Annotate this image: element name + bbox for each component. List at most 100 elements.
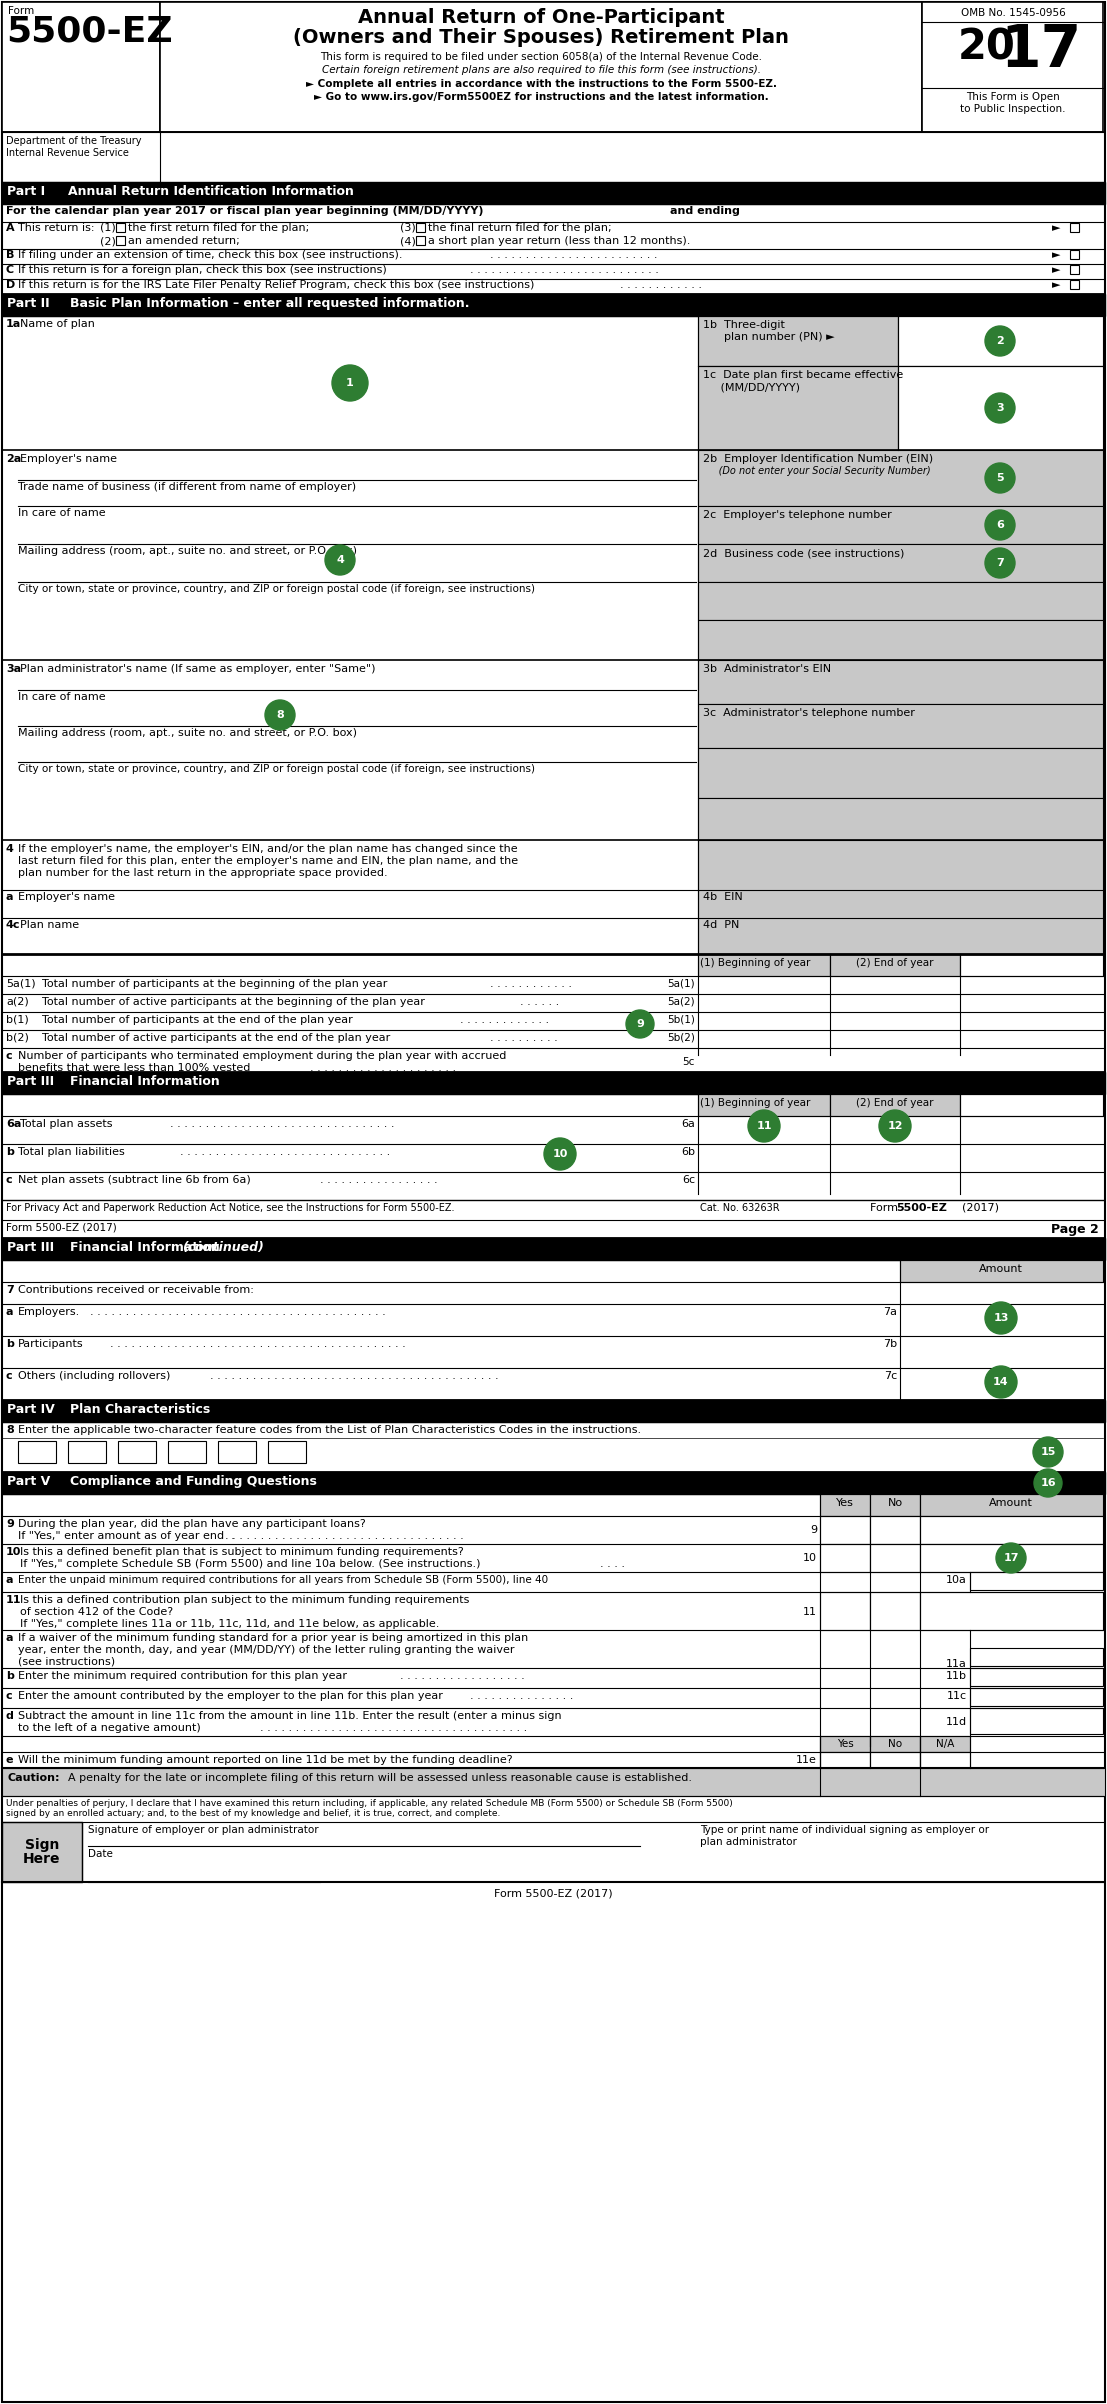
Text: Total plan liabilities: Total plan liabilities xyxy=(18,1147,125,1156)
Text: . . . . . . . . . . . . . . . . . . . . . . . . . . . . . . . . . . . . . .: . . . . . . . . . . . . . . . . . . . . … xyxy=(260,1724,527,1733)
Text: Page 2: Page 2 xyxy=(1052,1224,1099,1236)
Text: b: b xyxy=(6,1147,14,1156)
Text: If the employer's name, the employer's EIN, and/or the plan name has changed sin: If the employer's name, the employer's E… xyxy=(18,844,518,853)
Bar xyxy=(116,236,125,245)
Circle shape xyxy=(265,700,294,731)
Text: last return filed for this plan, enter the employer's name and EIN, the plan nam: last return filed for this plan, enter t… xyxy=(18,856,518,865)
Text: 10a: 10a xyxy=(946,1575,968,1584)
Bar xyxy=(920,1517,1103,1543)
Circle shape xyxy=(879,1111,911,1142)
Text: 11e: 11e xyxy=(796,1755,817,1765)
Text: c: c xyxy=(6,1051,12,1060)
Text: Part IV: Part IV xyxy=(7,1404,54,1416)
Text: . . . .: . . . . xyxy=(600,1560,625,1570)
Bar xyxy=(699,450,1103,505)
Text: Total number of active participants at the beginning of the plan year: Total number of active participants at t… xyxy=(42,998,425,1007)
Bar xyxy=(970,1572,1103,1589)
Bar xyxy=(699,798,1103,839)
Text: Yes: Yes xyxy=(836,1498,853,1507)
Text: Plan name: Plan name xyxy=(20,921,79,930)
Text: 5a(1): 5a(1) xyxy=(6,978,35,988)
Text: . . . . . . . . . . . . . . . . . .: . . . . . . . . . . . . . . . . . . xyxy=(400,1671,525,1680)
Text: 1: 1 xyxy=(346,377,354,387)
Text: N/A: N/A xyxy=(935,1738,954,1750)
Bar xyxy=(2,1072,1105,1094)
Text: ►: ► xyxy=(1052,279,1061,291)
Bar xyxy=(699,582,1103,620)
Bar xyxy=(870,1753,920,1767)
Text: the final return filed for the plan;: the final return filed for the plan; xyxy=(428,224,612,233)
Text: the first return filed for the plan;: the first return filed for the plan; xyxy=(128,224,309,233)
Text: Employer's name: Employer's name xyxy=(18,892,115,902)
Text: 1a: 1a xyxy=(6,320,21,329)
Text: 14: 14 xyxy=(993,1377,1008,1387)
Text: Enter the applicable two-character feature codes from the List of Plan Character: Enter the applicable two-character featu… xyxy=(18,1426,641,1435)
Bar xyxy=(699,661,1103,704)
Circle shape xyxy=(985,510,1015,541)
Text: City or town, state or province, country, and ZIP or foreign postal code (if for: City or town, state or province, country… xyxy=(18,764,535,774)
Text: Yes: Yes xyxy=(837,1738,853,1750)
Text: ►: ► xyxy=(1052,250,1061,260)
Text: . . . . . . . . . . . . .: . . . . . . . . . . . . . xyxy=(461,1014,549,1024)
Text: (1) Beginning of year: (1) Beginning of year xyxy=(700,1099,810,1108)
Bar xyxy=(699,315,898,365)
Text: Part III: Part III xyxy=(7,1240,54,1255)
Bar xyxy=(699,620,1103,661)
Text: 11a: 11a xyxy=(946,1659,968,1668)
Circle shape xyxy=(625,1010,654,1039)
Bar xyxy=(830,954,960,976)
Text: 16: 16 xyxy=(1041,1478,1056,1488)
Text: A penalty for the late or incomplete filing of this return will be assessed unle: A penalty for the late or incomplete fil… xyxy=(68,1774,692,1784)
Bar xyxy=(820,1493,870,1517)
Text: In care of name: In care of name xyxy=(18,692,105,702)
Bar xyxy=(920,1493,1103,1517)
Text: City or town, state or province, country, and ZIP or foreign postal code (if for: City or town, state or province, country… xyxy=(18,584,535,594)
Bar xyxy=(699,543,1103,582)
Text: 9: 9 xyxy=(6,1519,14,1529)
Text: signed by an enrolled actuary; and, to the best of my knowledge and belief, it i: signed by an enrolled actuary; and, to t… xyxy=(6,1808,500,1817)
Bar xyxy=(920,1736,970,1753)
Circle shape xyxy=(985,327,1015,356)
Bar xyxy=(2,183,1105,204)
Circle shape xyxy=(748,1111,780,1142)
Text: Caution:: Caution: xyxy=(8,1774,61,1784)
Bar xyxy=(820,1517,870,1543)
Text: 10: 10 xyxy=(803,1553,817,1563)
Text: 11: 11 xyxy=(6,1594,21,1606)
Text: 5500-EZ: 5500-EZ xyxy=(896,1202,946,1214)
Text: 3c  Administrator's telephone number: 3c Administrator's telephone number xyxy=(703,709,914,719)
Text: 17: 17 xyxy=(1003,1553,1018,1563)
Text: Total number of active participants at the end of the plan year: Total number of active participants at t… xyxy=(42,1034,391,1043)
Bar xyxy=(970,1668,1103,1685)
Text: Participants: Participants xyxy=(18,1339,84,1349)
Text: (see instructions): (see instructions) xyxy=(18,1656,115,1666)
Text: 5a(1): 5a(1) xyxy=(668,978,695,988)
Bar xyxy=(870,1517,920,1543)
Text: . . . . . . . . . . . . . . . . . . . . . . . . . . . . . . . . . .: . . . . . . . . . . . . . . . . . . . . … xyxy=(225,1531,464,1541)
Bar xyxy=(830,1094,960,1115)
Bar xyxy=(970,1688,1103,1707)
Text: Mailing address (room, apt., suite no. and street, or P.O. box): Mailing address (room, apt., suite no. a… xyxy=(18,728,356,738)
Text: . . . . . . . . . . . . . . . . . . . . . . . . . . . . . . . . . . . . . . . . : . . . . . . . . . . . . . . . . . . . . … xyxy=(110,1339,406,1349)
Bar xyxy=(2,1399,1105,1423)
Text: Enter the amount contributed by the employer to the plan for this plan year: Enter the amount contributed by the empl… xyxy=(18,1690,443,1702)
Bar xyxy=(2,293,1105,315)
Text: ► Complete all entries in accordance with the instructions to the Form 5500-EZ.: ► Complete all entries in accordance wit… xyxy=(306,79,776,89)
Text: . . . . . . . . . . . . . . . . . . . . . . . .: . . . . . . . . . . . . . . . . . . . . … xyxy=(490,250,658,260)
Text: 11c: 11c xyxy=(946,1690,968,1702)
Text: . . . . . . . . . . . . . . . . . . . . . . . . . . . . . .: . . . . . . . . . . . . . . . . . . . . … xyxy=(180,1147,391,1156)
Text: . . . . . . . . . . . .: . . . . . . . . . . . . xyxy=(620,279,702,291)
Text: a: a xyxy=(6,1308,13,1317)
Bar xyxy=(168,1440,206,1464)
Text: (Owners and Their Spouses) Retirement Plan: (Owners and Their Spouses) Retirement Pl… xyxy=(293,29,789,48)
Text: d: d xyxy=(6,1712,14,1721)
Text: Employer's name: Employer's name xyxy=(20,454,117,464)
Bar xyxy=(416,224,425,233)
Text: Total plan assets: Total plan assets xyxy=(20,1118,113,1130)
Text: Date: Date xyxy=(87,1849,113,1858)
Bar xyxy=(699,1094,830,1115)
Bar xyxy=(960,1094,1103,1115)
Text: 7: 7 xyxy=(996,558,1004,567)
Text: 4c: 4c xyxy=(6,921,21,930)
Text: C: C xyxy=(6,264,14,274)
